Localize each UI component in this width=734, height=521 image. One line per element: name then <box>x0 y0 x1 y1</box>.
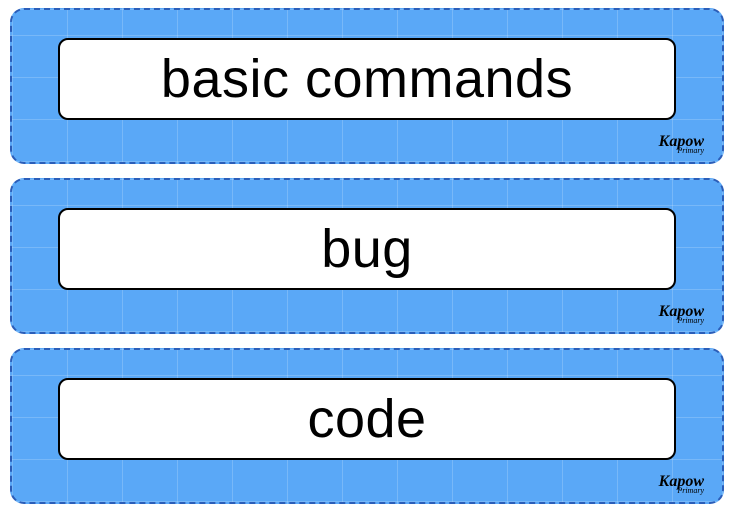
vocab-card: basic commands Kapow Primary <box>10 8 724 164</box>
word-box: code <box>58 378 676 460</box>
brand-mark: Kapow Primary <box>659 306 704 324</box>
brand-mark: Kapow Primary <box>659 476 704 494</box>
vocab-word: basic commands <box>161 52 573 106</box>
vocab-card: bug Kapow Primary <box>10 178 724 334</box>
word-box: bug <box>58 208 676 290</box>
brand-mark: Kapow Primary <box>659 136 704 154</box>
vocab-word: code <box>307 392 426 446</box>
vocab-card: code Kapow Primary <box>10 348 724 504</box>
word-box: basic commands <box>58 38 676 120</box>
vocab-word: bug <box>321 222 413 276</box>
